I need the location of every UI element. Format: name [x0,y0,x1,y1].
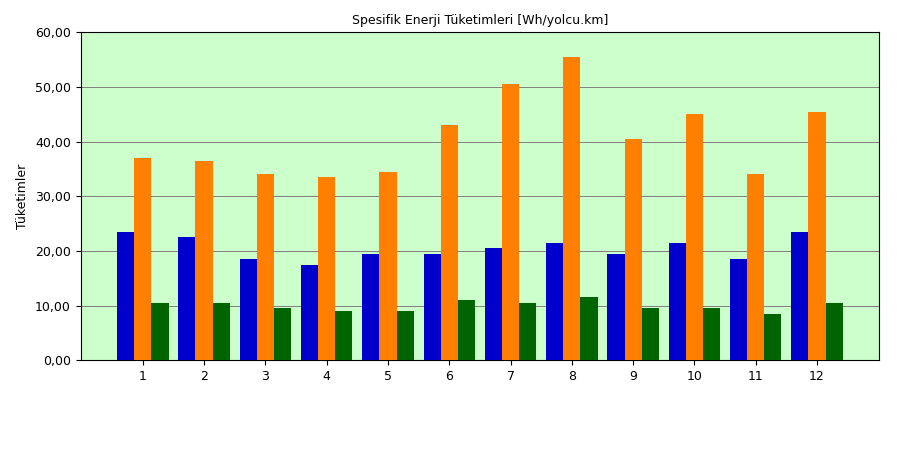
Bar [440,125,457,360]
Bar [808,112,825,360]
Bar [624,139,641,360]
Bar [335,311,353,360]
Bar [764,314,781,360]
Bar [546,243,563,360]
Bar [179,237,196,360]
Bar [274,309,292,360]
Bar [668,243,686,360]
Title: Spesifik Enerji Tüketimleri [Wh/yolcu.km]: Spesifik Enerji Tüketimleri [Wh/yolcu.km… [352,14,608,27]
Bar [607,254,624,360]
Bar [257,175,274,360]
Bar [686,115,703,360]
Bar [239,259,257,360]
Bar [117,232,135,360]
Bar [563,57,580,360]
Bar [379,172,396,360]
Bar [213,303,230,360]
Bar [519,303,536,360]
Bar [791,232,808,360]
Y-axis label: Tüketimler: Tüketimler [16,164,30,229]
Bar [300,265,318,360]
Bar [423,254,440,360]
Bar [318,177,335,360]
Bar [152,303,169,360]
Bar [484,248,502,360]
Bar [396,311,414,360]
Bar [703,309,720,360]
Bar [135,158,152,360]
Bar [747,175,764,360]
Bar [457,300,475,360]
Bar [825,303,843,360]
Bar [362,254,379,360]
Bar [580,298,597,360]
Bar [502,84,519,360]
Bar [730,259,747,360]
Bar [196,161,213,360]
Bar [641,309,659,360]
